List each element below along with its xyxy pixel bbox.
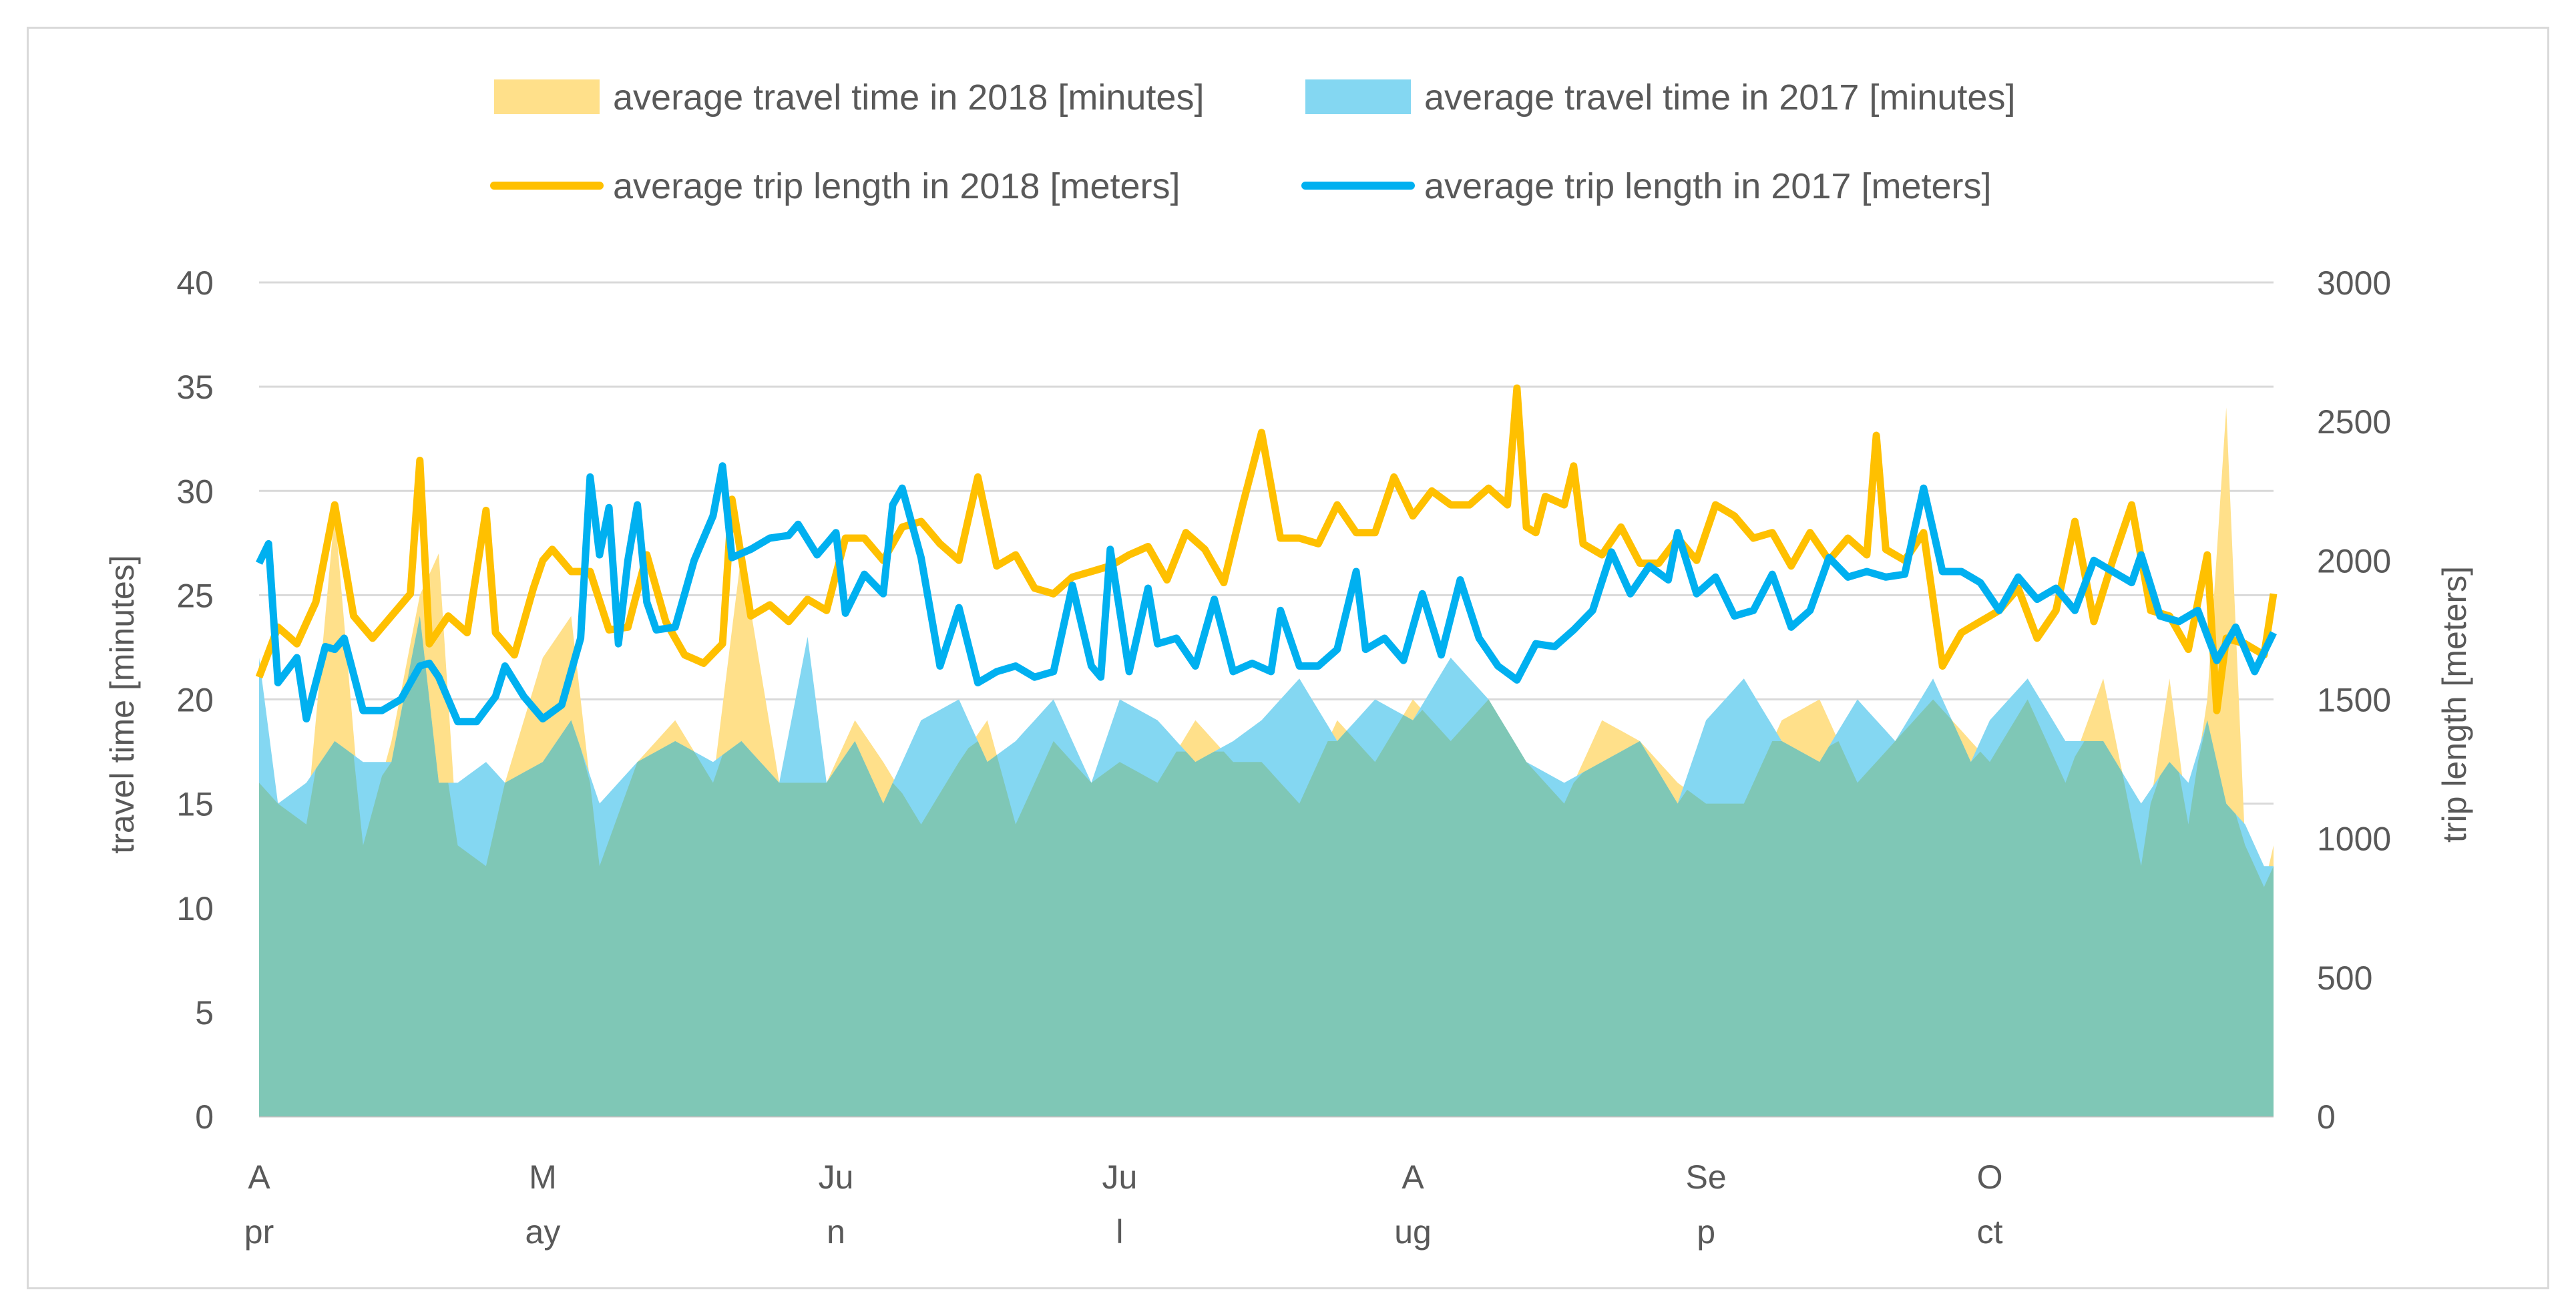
legend-swatch-tt2017 [1305, 79, 1411, 114]
x-tick-label: pr [244, 1213, 274, 1251]
area-travel-time-overlap [259, 616, 2274, 1116]
y-left-tick-label: 40 [176, 264, 214, 302]
legend: average travel time in 2018 [minutes] ave… [490, 77, 2015, 206]
y-left-tick-label: 25 [176, 577, 214, 614]
chart-frame [27, 27, 2549, 1289]
x-tick-label: ug [1394, 1213, 1432, 1251]
y-right-tick-label: 500 [2317, 959, 2372, 997]
x-tick-label: p [1697, 1213, 1715, 1251]
line-trip-length-2017 [256, 462, 2277, 726]
axes: 0 5 10 15 20 25 30 35 40 0 500 1000 1500 2000 2500 3000… [176, 264, 2391, 1251]
trip-length-lines [255, 384, 2278, 726]
y-axis-left-title: travel time [minutes] [103, 555, 141, 853]
x-tick-label: Ju [819, 1158, 854, 1196]
y-left-tick-label: 10 [176, 890, 214, 927]
x-tick-label: M [529, 1158, 557, 1196]
x-tick-label: O [1977, 1158, 2003, 1196]
y-left-tick-label: 5 [195, 994, 214, 1032]
y-right-tick-label: 2000 [2317, 542, 2391, 580]
travel-time-areas [259, 407, 2274, 1116]
x-tick-label: Ju [1102, 1158, 1138, 1196]
x-tick-label: Se [1686, 1158, 1727, 1196]
y-left-tick-label: 30 [176, 473, 214, 510]
y-left-tick-label: 20 [176, 682, 214, 719]
y-right-tick-label: 1000 [2317, 821, 2391, 858]
legend-label-tl2017: average trip length in 2017 [meters] [1424, 166, 1992, 206]
legend-label-tl2018: average trip length in 2018 [meters] [613, 166, 1180, 206]
x-tick-label: l [1116, 1213, 1123, 1251]
y-right-tick-label: 1500 [2317, 682, 2391, 719]
legend-label-tt2018: average travel time in 2018 [minutes] [613, 77, 1204, 118]
y-axis-right-title: trip length [meters] [2436, 566, 2473, 843]
x-tick-label: n [827, 1213, 845, 1251]
y-left-tick-label: 0 [195, 1098, 214, 1136]
x-tick-label: A [248, 1158, 270, 1196]
x-tick-label: ct [1977, 1213, 2003, 1251]
y-right-tick-label: 3000 [2317, 264, 2391, 302]
line-trip-length-2018 [255, 384, 2278, 714]
y-right-tick-label: 0 [2317, 1098, 2336, 1136]
legend-label-tt2017: average travel time in 2017 [minutes] [1424, 77, 2015, 118]
legend-swatch-tt2018 [494, 79, 600, 114]
y-left-tick-label: 35 [176, 369, 214, 406]
x-tick-label: ay [525, 1213, 561, 1251]
x-tick-label: A [1402, 1158, 1424, 1196]
y-left-tick-label: 15 [176, 786, 214, 823]
y-right-tick-label: 2500 [2317, 403, 2391, 441]
